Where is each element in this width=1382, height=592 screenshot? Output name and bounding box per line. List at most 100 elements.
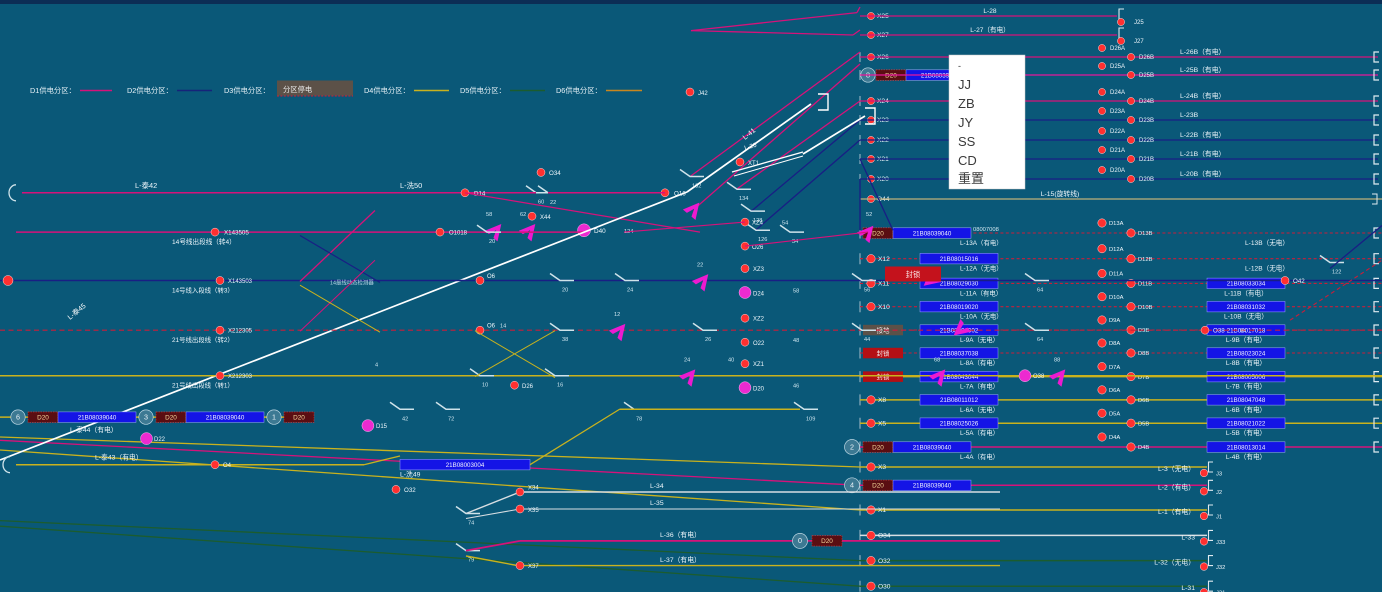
svg-text:21号线出段线（转1）: 21号线出段线（转1）	[172, 381, 234, 390]
svg-text:O34: O34	[549, 170, 561, 177]
svg-text:D12A: D12A	[1109, 247, 1124, 253]
svg-text:21B08021022: 21B08021022	[1227, 421, 1266, 428]
svg-text:22: 22	[550, 200, 556, 206]
svg-text:10: 10	[482, 383, 488, 389]
svg-text:X27: X27	[877, 32, 889, 39]
svg-text:O34: O34	[878, 533, 891, 540]
svg-text:D25A: D25A	[1110, 64, 1125, 70]
svg-text:D5A: D5A	[1109, 411, 1120, 417]
svg-text:X10: X10	[878, 304, 890, 311]
svg-text:X23: X23	[877, 117, 889, 124]
svg-text:D6A: D6A	[1109, 388, 1120, 394]
svg-text:24: 24	[627, 288, 633, 294]
svg-text:L-泰43（有电）: L-泰43（有电）	[95, 453, 143, 462]
svg-text:58: 58	[486, 212, 492, 218]
svg-text:D8A: D8A	[1109, 341, 1120, 347]
svg-text:O4: O4	[223, 463, 232, 469]
svg-text:21B08019020: 21B08019020	[940, 304, 979, 311]
svg-text:O22: O22	[753, 341, 765, 347]
svg-text:21B08037038: 21B08037038	[940, 350, 979, 357]
svg-text:21B08029030: 21B08029030	[940, 281, 979, 288]
svg-text:L-32（无电）: L-32（无电）	[1154, 558, 1195, 567]
svg-text:D25B: D25B	[1139, 73, 1154, 79]
svg-text:XZ1: XZ1	[753, 362, 765, 368]
svg-text:L-10A（无电）: L-10A（无电）	[960, 312, 1003, 321]
svg-text:D20A: D20A	[1110, 168, 1125, 174]
svg-text:08007008: 08007008	[973, 227, 999, 233]
svg-text:126: 126	[758, 237, 767, 243]
svg-text:64: 64	[1037, 337, 1043, 343]
svg-text:D4供电分区：: D4供电分区：	[364, 86, 410, 95]
svg-text:42: 42	[402, 416, 408, 422]
svg-text:21B08039040: 21B08039040	[913, 230, 952, 237]
svg-text:X37: X37	[528, 564, 539, 570]
svg-text:88: 88	[1054, 358, 1060, 364]
svg-text:D5B: D5B	[1138, 421, 1149, 427]
svg-text:21B08039040: 21B08039040	[913, 483, 952, 490]
svg-text:D10B: D10B	[1138, 305, 1153, 311]
svg-text:X35: X35	[528, 508, 539, 514]
svg-text:38: 38	[562, 337, 568, 343]
svg-text:21号线出段线（转2）: 21号线出段线（转2）	[172, 335, 234, 344]
svg-text:D2供电分区：: D2供电分区：	[127, 86, 173, 95]
svg-text:L-34: L-34	[650, 483, 664, 490]
svg-text:79: 79	[468, 558, 474, 564]
svg-text:D24: D24	[753, 292, 765, 298]
svg-text:D6B: D6B	[1138, 398, 1149, 404]
svg-text:D7A: D7A	[1109, 365, 1120, 371]
svg-text:L-11B（有电）: L-11B（有电）	[1224, 288, 1267, 297]
svg-text:O30: O30	[878, 583, 891, 590]
svg-text:4: 4	[850, 481, 854, 490]
svg-text:26: 26	[705, 337, 711, 343]
svg-text:封锁: 封锁	[906, 270, 920, 279]
svg-text:J32: J32	[1216, 565, 1225, 571]
svg-text:L-28: L-28	[983, 8, 997, 15]
svg-text:ZB: ZB	[958, 96, 975, 111]
svg-text:40: 40	[728, 358, 734, 364]
svg-text:D23B: D23B	[1139, 118, 1154, 124]
svg-text:68: 68	[934, 358, 940, 364]
svg-text:D23A: D23A	[1110, 109, 1125, 115]
svg-text:21B08033034: 21B08033034	[1227, 281, 1266, 288]
svg-text:21B08005006: 21B08005006	[1227, 374, 1266, 381]
svg-text:L-24B（有电）: L-24B（有电）	[1180, 91, 1225, 100]
svg-text:L-22B（有电）: L-22B（有电）	[1180, 130, 1225, 139]
svg-text:J33: J33	[1216, 540, 1225, 546]
svg-text:21B08003004: 21B08003004	[446, 462, 485, 469]
svg-text:L-27（有电）: L-27（有电）	[970, 25, 1010, 34]
svg-text:X8: X8	[878, 397, 886, 404]
svg-text:X21: X21	[877, 156, 889, 163]
svg-text:D20: D20	[293, 414, 305, 421]
svg-text:J27: J27	[1134, 39, 1144, 45]
svg-text:X212303: X212303	[228, 374, 253, 380]
svg-text:X26: X26	[877, 54, 889, 61]
svg-text:O42: O42	[1293, 278, 1305, 285]
svg-text:14: 14	[500, 324, 506, 330]
svg-text:D9A: D9A	[1109, 318, 1120, 324]
svg-text:O26: O26	[752, 245, 764, 251]
svg-text:122: 122	[1332, 270, 1341, 276]
svg-text:L-20: L-20	[744, 142, 758, 152]
svg-text:L-12B（无电）: L-12B（无电）	[1245, 264, 1289, 273]
svg-text:X22: X22	[877, 137, 889, 144]
svg-text:SS: SS	[958, 134, 976, 149]
svg-text:O6: O6	[487, 324, 496, 330]
svg-text:J1: J1	[1216, 515, 1222, 521]
svg-text:L-31: L-31	[1181, 585, 1195, 592]
svg-text:L-1（有电）: L-1（有电）	[1158, 507, 1195, 516]
svg-text:D22: D22	[154, 437, 166, 443]
svg-text:L-7A（有电）: L-7A（有电）	[960, 382, 999, 391]
svg-text:D20: D20	[872, 444, 884, 451]
svg-text:21B08023024: 21B08023024	[1227, 350, 1266, 357]
svg-text:O6: O6	[487, 274, 496, 280]
svg-text:L-10B（无电）: L-10B（无电）	[1224, 312, 1268, 321]
svg-text:21B08011012: 21B08011012	[940, 397, 979, 404]
svg-text:20: 20	[562, 288, 568, 294]
svg-text:X25: X25	[877, 13, 889, 20]
svg-text:O32: O32	[404, 487, 416, 494]
svg-text:D21A: D21A	[1110, 148, 1125, 154]
svg-text:54: 54	[782, 221, 788, 227]
svg-text:21B08047048: 21B08047048	[1227, 397, 1266, 404]
svg-text:L-洗50: L-洗50	[400, 181, 422, 190]
svg-text:D20: D20	[165, 414, 177, 421]
